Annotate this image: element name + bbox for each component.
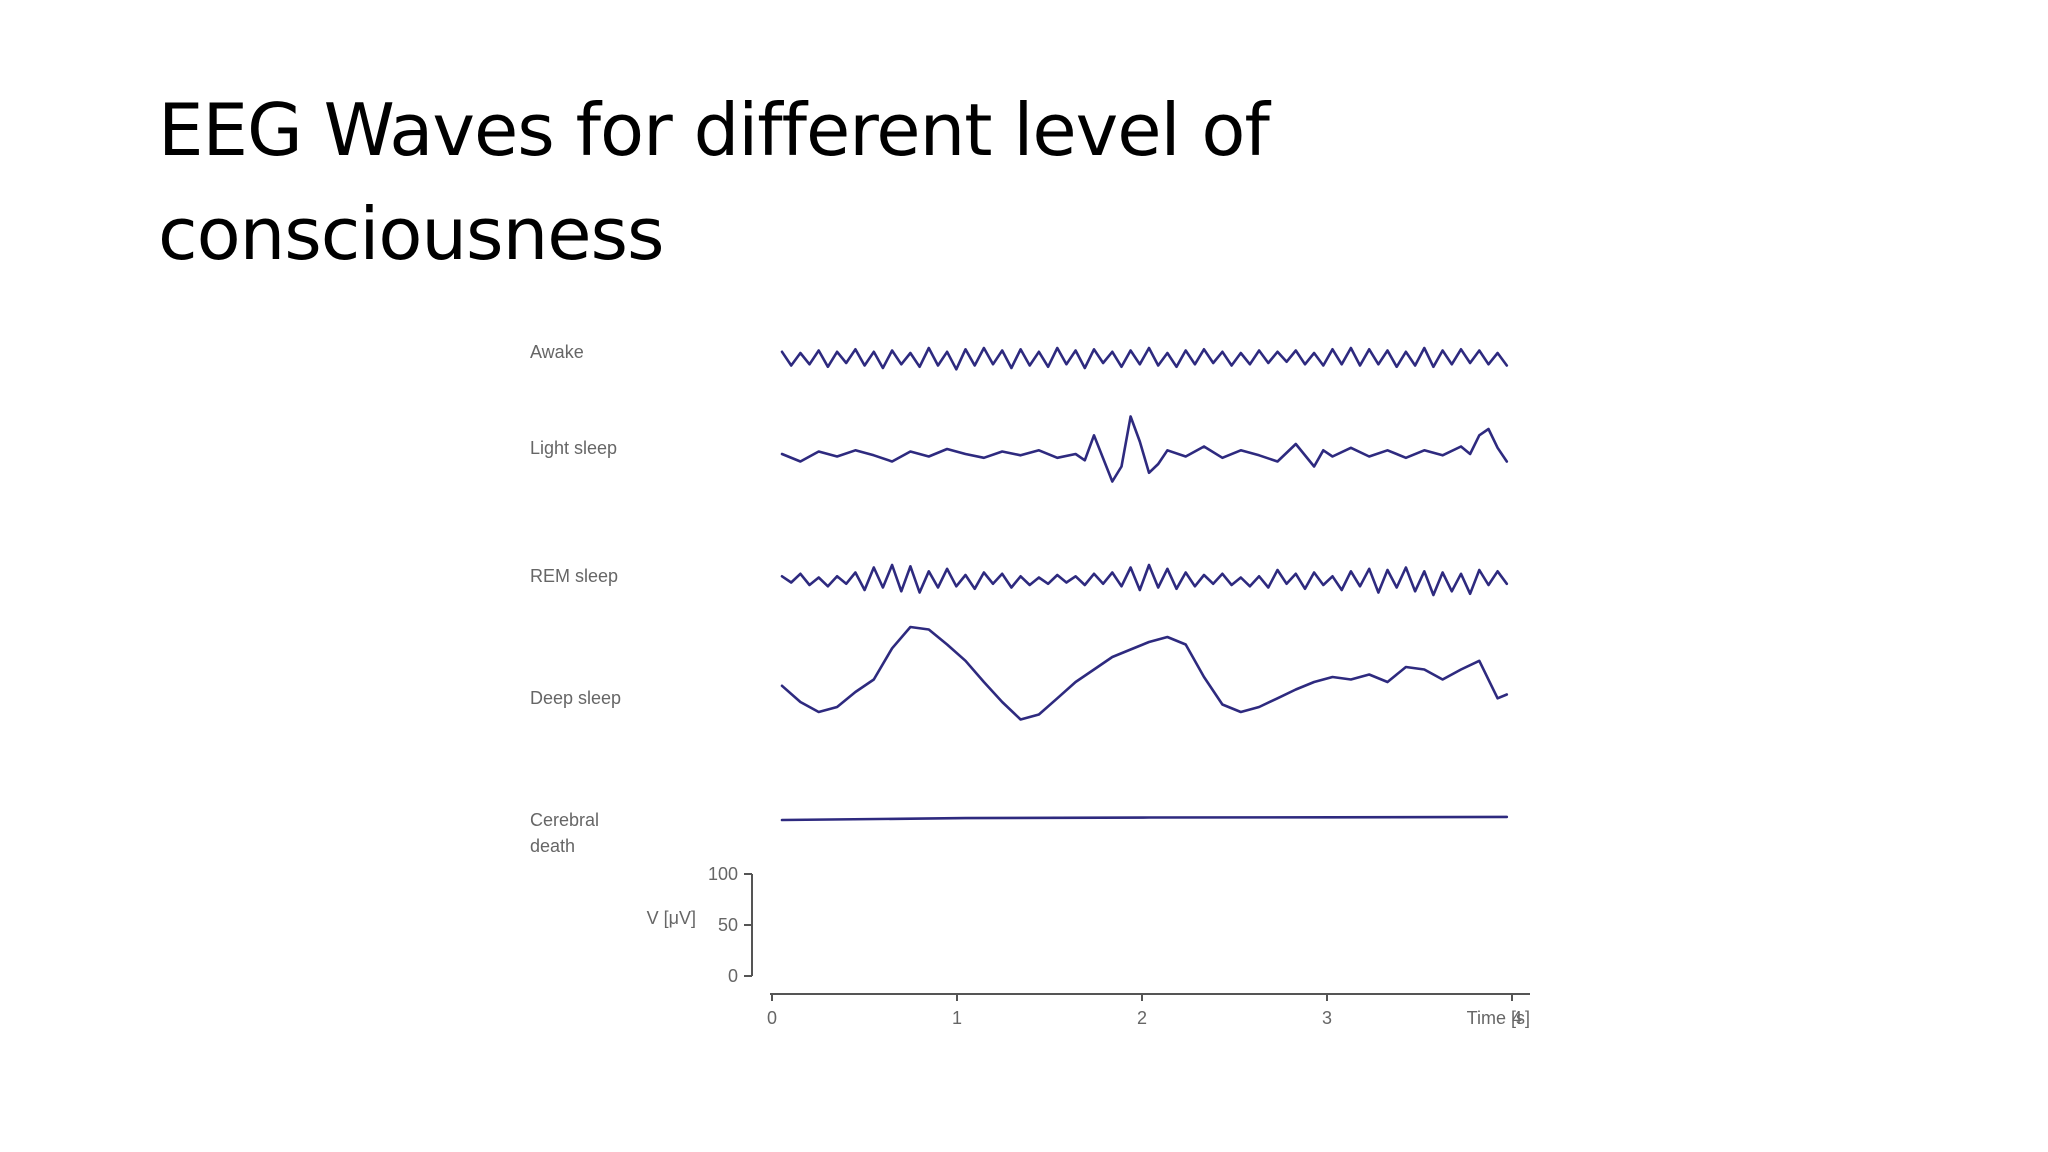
eeg-trace-4 [780,625,1509,721]
scale-bar-tick-label: 100 [708,864,738,884]
x-tick-label: 2 [1137,1008,1147,1028]
eeg-trace-3 [780,563,1509,597]
trace-lines [780,346,1509,822]
trace-labels: Awake Light sleep REM sleep Deep sleep Cereb… [530,342,621,856]
trace-label: REM sleep [530,566,618,586]
scale-bar-tick-label: 0 [728,966,738,986]
eeg-trace-5 [780,815,1509,822]
x-tick-label: 1 [952,1008,962,1028]
x-axis-label: Time [s] [1467,1008,1530,1028]
y-axis-label: V [μV] [647,908,696,928]
eeg-chart-svg: Awake Light sleep REM sleep Deep sleep Cereb… [530,342,1530,1028]
eeg-chart: Awake Light sleep REM sleep Deep sleep Cereb… [520,330,1570,1060]
x-tick-label: 0 [767,1008,777,1028]
eeg-trace-1 [780,346,1509,371]
x-tick-label: 4 [1512,1008,1522,1028]
trace-label: Awake [530,342,584,362]
scale-bar-tick-label: 50 [718,915,738,935]
trace-label: Cerebral death [530,810,599,856]
trace-label: Deep sleep [530,688,621,708]
trace-label: Light sleep [530,438,617,458]
x-tick-label: 3 [1322,1008,1332,1028]
eeg-trace-2 [780,415,1509,483]
slide-title: EEG Waves for different level of conscio… [158,88,1270,276]
